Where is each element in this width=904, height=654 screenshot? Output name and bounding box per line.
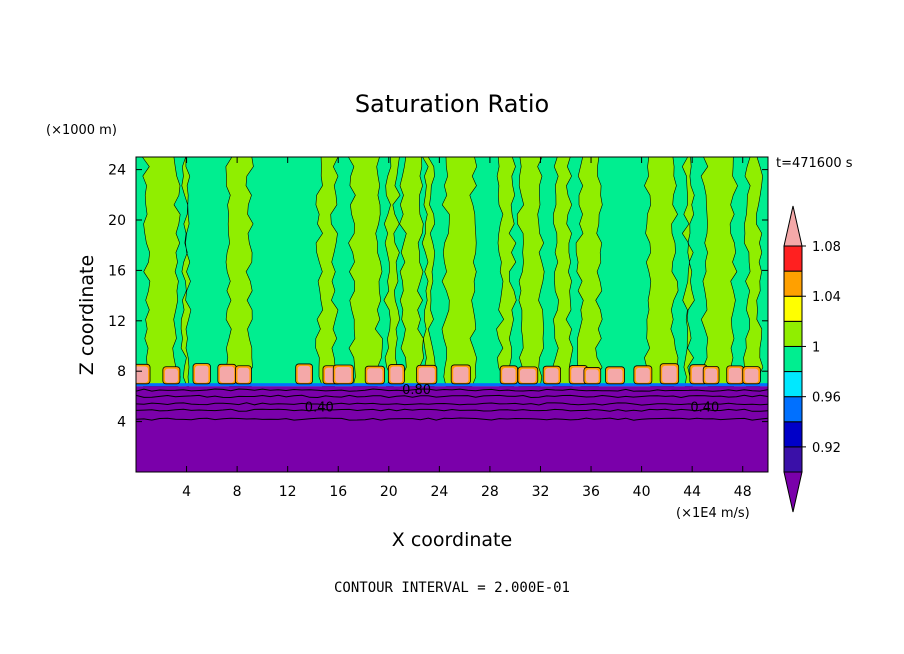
colorbar-label: 0.92 bbox=[812, 441, 841, 456]
contour-line bbox=[136, 417, 768, 421]
x-tick-label: 8 bbox=[233, 484, 242, 500]
colorbar-over-arrow bbox=[783, 205, 803, 247]
colorbar: 1.08 1.04 1 0.96 0.92 bbox=[783, 205, 841, 513]
cloud-cell bbox=[744, 368, 759, 383]
x-tick-label: 16 bbox=[329, 484, 347, 500]
colorbar-under-arrow bbox=[783, 471, 803, 513]
x-tick-label: 24 bbox=[430, 484, 448, 500]
contour-line bbox=[136, 388, 768, 392]
contour-line bbox=[136, 402, 768, 406]
time-label: t=471600 s bbox=[776, 156, 853, 171]
x-tick-label: 28 bbox=[481, 484, 499, 500]
y-tick-label: 24 bbox=[108, 163, 126, 179]
contour-line bbox=[136, 394, 768, 399]
y-tick-label: 16 bbox=[108, 263, 126, 279]
cloud-cell bbox=[519, 368, 536, 383]
x-unit-label: (×1E4 m/s) bbox=[676, 506, 750, 521]
cloud-cell bbox=[367, 368, 383, 383]
colorbar-segment bbox=[783, 396, 803, 423]
x-axis-label: X coordinate bbox=[392, 529, 512, 551]
x-tick-label: 48 bbox=[734, 484, 752, 500]
y-tick-label: 8 bbox=[117, 364, 126, 380]
colorbar-label: 1.04 bbox=[812, 290, 841, 305]
cloud-cell bbox=[297, 365, 311, 383]
colorbar-segment bbox=[783, 295, 803, 322]
x-axis: 4 8 12 16 20 24 28 32 36 40 44 48 bbox=[182, 157, 752, 500]
y-axis: 4 8 12 16 20 24 bbox=[108, 163, 768, 431]
cloud-cell bbox=[635, 367, 650, 383]
cloud-cell bbox=[571, 367, 586, 383]
cloud-cell bbox=[705, 368, 718, 383]
colorbar-segment bbox=[783, 446, 803, 473]
y-tick-label: 12 bbox=[108, 314, 126, 330]
cloud-cell bbox=[502, 367, 516, 383]
cloud-cell bbox=[691, 366, 706, 383]
cloud-cell bbox=[335, 366, 352, 383]
x-tick-label: 32 bbox=[532, 484, 550, 500]
y-unit-label: (×1000 m) bbox=[46, 123, 117, 138]
contour-line bbox=[136, 408, 768, 412]
cloud-cell bbox=[164, 368, 178, 383]
x-tick-label: 20 bbox=[380, 484, 398, 500]
colorbar-label: 1.08 bbox=[812, 240, 841, 255]
x-tick-label: 36 bbox=[582, 484, 600, 500]
supersaturated-column bbox=[348, 157, 383, 387]
cloud-cell bbox=[390, 366, 403, 383]
y-axis-label: Z coordinate bbox=[76, 255, 98, 375]
x-tick-label: 44 bbox=[683, 484, 701, 500]
cloud-cell bbox=[136, 366, 149, 383]
cloud-cell bbox=[585, 369, 599, 383]
cloud-cell bbox=[662, 365, 677, 383]
colorbar-segment bbox=[783, 245, 803, 272]
chart-title: Saturation Ratio bbox=[355, 90, 549, 118]
supersaturated-column bbox=[399, 157, 425, 387]
cloud-cell bbox=[418, 367, 435, 383]
cloud-cell bbox=[453, 366, 469, 383]
cloud-cell bbox=[728, 367, 742, 383]
x-tick-label: 12 bbox=[279, 484, 297, 500]
cloud-cell bbox=[194, 365, 209, 383]
contour-interval-note: CONTOUR INTERVAL = 2.000E-01 bbox=[334, 580, 570, 596]
contour-label: 0.80 bbox=[402, 383, 431, 398]
dry-region bbox=[136, 386, 768, 472]
cloud-cell bbox=[607, 368, 623, 383]
cloud-cell bbox=[545, 368, 559, 383]
contour-label: 0.40 bbox=[690, 400, 719, 415]
cloud-cell bbox=[219, 366, 235, 383]
colorbar-segment bbox=[783, 345, 803, 373]
transition-band bbox=[136, 383, 768, 387]
plot-frame bbox=[135, 156, 769, 473]
colorbar-label: 0.96 bbox=[812, 391, 841, 406]
colorbar-segment bbox=[783, 371, 803, 398]
contour-label: 0.40 bbox=[305, 400, 334, 415]
plot-area: 0.40 0.80 0.40 bbox=[136, 157, 768, 472]
cloud-cell bbox=[237, 367, 250, 383]
colorbar-segment bbox=[783, 421, 803, 448]
x-tick-label: 40 bbox=[633, 484, 651, 500]
y-tick-label: 4 bbox=[117, 415, 126, 431]
y-tick-label: 20 bbox=[108, 213, 126, 229]
supersaturated-column bbox=[441, 157, 478, 387]
x-tick-label: 4 bbox=[182, 484, 191, 500]
colorbar-segment bbox=[783, 320, 803, 347]
colorbar-segment bbox=[783, 270, 803, 297]
colorbar-label: 1 bbox=[812, 340, 820, 355]
